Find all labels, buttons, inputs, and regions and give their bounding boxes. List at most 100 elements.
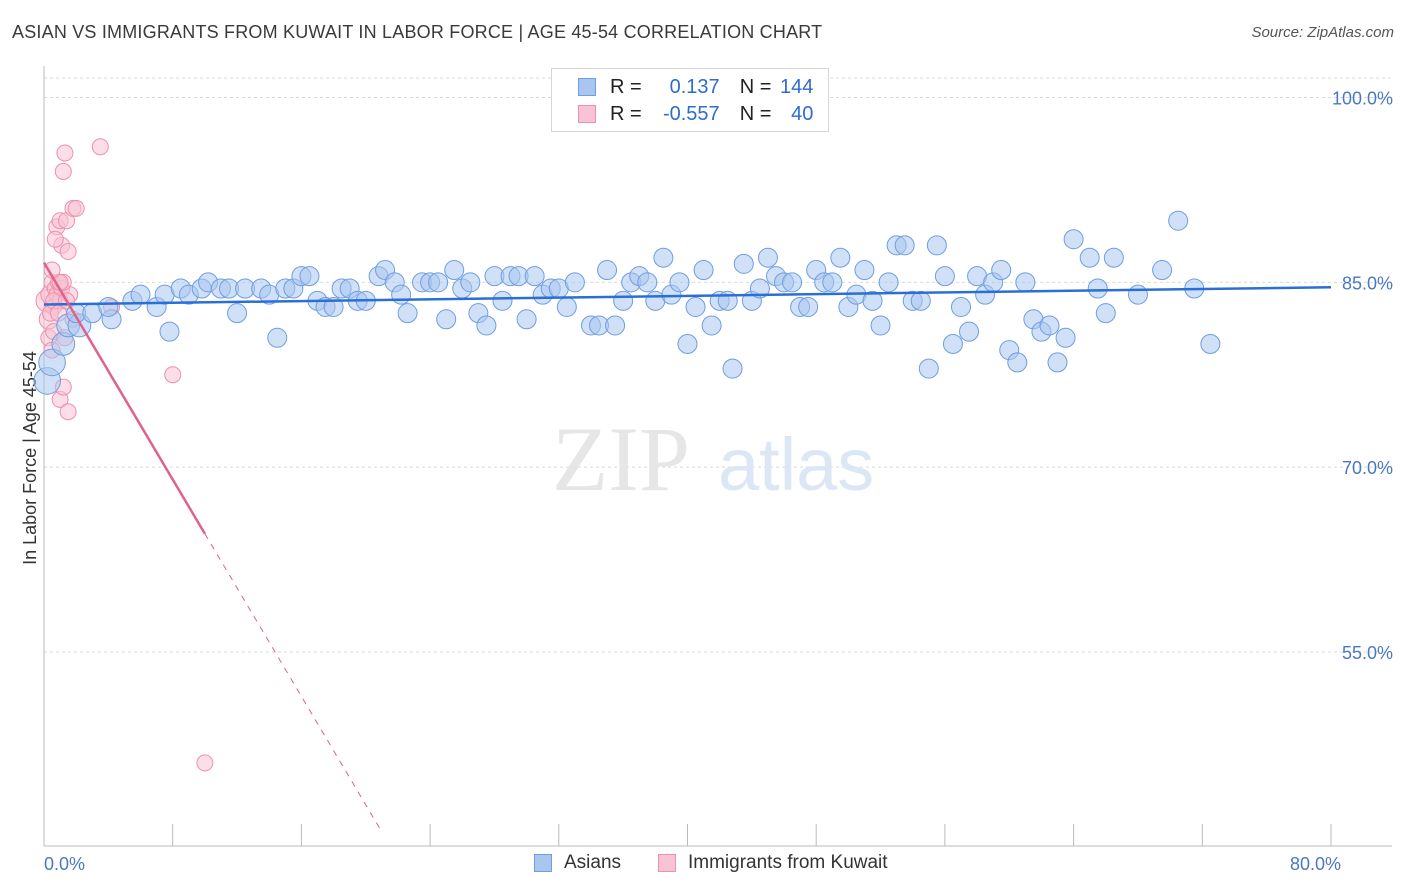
data-point-asian xyxy=(267,327,288,348)
data-point-asian xyxy=(1200,333,1221,354)
data-point-asian xyxy=(1095,303,1116,324)
data-point-asian xyxy=(38,348,66,377)
data-point-asian xyxy=(323,296,344,317)
data-point-asian xyxy=(159,321,180,342)
data-point-asian xyxy=(1039,315,1060,336)
data-point-kuwait xyxy=(196,754,214,772)
data-point-asian xyxy=(1015,272,1036,293)
y-tick-label: 85.0% xyxy=(1342,273,1393,293)
data-point-asian xyxy=(991,260,1012,281)
data-point-asian xyxy=(637,272,658,293)
data-point-asian xyxy=(597,260,618,281)
data-point-asian xyxy=(564,272,585,293)
data-point-kuwait xyxy=(164,366,182,384)
data-point-asian xyxy=(299,266,320,287)
legend: R = 0.137 N = 144 R = -0.557 N = 40 xyxy=(551,68,829,132)
data-point-asian xyxy=(1079,247,1100,268)
bottom-legend-swatch-kuwait xyxy=(658,854,676,872)
data-point-asian xyxy=(798,296,819,317)
trend-line-kuwait xyxy=(42,261,206,535)
legend-n-value: 40 xyxy=(791,102,814,125)
data-point-asian xyxy=(1063,229,1084,250)
legend-swatch-asians xyxy=(578,78,596,96)
data-point-asian xyxy=(1103,247,1124,268)
data-point-asian xyxy=(701,315,722,336)
data-point-asian xyxy=(130,284,151,305)
x-tick-labels: 0.0% 80.0% xyxy=(44,854,1341,874)
legend-n-label: N = xyxy=(739,75,772,98)
watermark-atlas: atlas xyxy=(718,423,874,506)
series-asian-points xyxy=(33,210,1221,395)
bottom-legend-swatch-asians xyxy=(534,854,552,872)
legend-r-value: 0.137 xyxy=(669,75,720,98)
watermark-zip: ZIP xyxy=(552,408,690,510)
bottom-legend-label-kuwait: Immigrants from Kuwait xyxy=(688,852,888,873)
data-point-asian xyxy=(1055,327,1076,348)
data-point-asian xyxy=(722,358,743,379)
data-point-asian xyxy=(677,333,698,354)
data-point-asian xyxy=(950,296,971,317)
legend-r-value: -0.557 xyxy=(662,102,720,125)
data-point-asian xyxy=(669,272,690,293)
series-kuwait-points xyxy=(35,138,214,772)
data-point-asian xyxy=(782,272,803,293)
data-point-kuwait xyxy=(59,403,77,421)
y-tick-label: 55.0% xyxy=(1342,643,1393,663)
data-point-asian xyxy=(227,303,248,324)
data-point-asian xyxy=(1087,278,1108,299)
data-point-asian xyxy=(444,260,465,281)
data-point-asian xyxy=(653,247,674,268)
data-point-kuwait xyxy=(54,162,72,180)
data-point-asian xyxy=(1127,284,1148,305)
trend-line-asians xyxy=(43,286,1332,306)
data-point-asian xyxy=(733,253,754,274)
data-point-asian xyxy=(436,309,457,330)
data-point-asian xyxy=(98,296,119,317)
data-point-asian xyxy=(1168,210,1189,231)
gridlines xyxy=(44,77,1392,653)
data-point-asian xyxy=(862,290,883,311)
y-tick-labels: 100.0% 85.0% 70.0% 55.0% xyxy=(1332,89,1393,664)
data-point-asian xyxy=(830,247,851,268)
data-point-asian xyxy=(749,278,770,299)
x-tick-label: 0.0% xyxy=(44,854,85,874)
watermark: ZIP atlas xyxy=(552,408,874,510)
data-point-asian xyxy=(516,309,537,330)
data-point-asian xyxy=(556,296,577,317)
legend-n-value: 144 xyxy=(780,75,814,98)
legend-r-label: R = xyxy=(610,102,642,125)
y-tick-label: 70.0% xyxy=(1342,458,1393,478)
data-point-asian xyxy=(918,358,939,379)
data-point-asian xyxy=(942,333,963,354)
legend-n-label: N = xyxy=(739,102,772,125)
data-point-asian xyxy=(870,315,891,336)
data-point-asian xyxy=(391,284,412,305)
bottom-legend-label-asians: Asians xyxy=(564,852,622,873)
chart-title: ASIAN VS IMMIGRANTS FROM KUWAIT IN LABOR… xyxy=(12,22,823,42)
data-point-asian xyxy=(693,260,714,281)
legend-swatch-kuwait xyxy=(578,105,596,123)
trend-lines xyxy=(42,261,1332,833)
data-point-kuwait xyxy=(56,144,74,162)
data-point-asian xyxy=(757,247,778,268)
data-point-asian xyxy=(1007,352,1028,373)
data-point-kuwait xyxy=(67,199,85,217)
data-point-asian xyxy=(926,235,947,256)
data-point-asian xyxy=(959,321,980,342)
data-point-asian xyxy=(605,315,626,336)
bottom-legend-asians: Asians xyxy=(534,852,621,874)
data-point-asian xyxy=(428,272,449,293)
trend-line-kuwait-extension xyxy=(204,533,383,833)
legend-row-kuwait: R = -0.557 N = 40 xyxy=(552,102,813,126)
source-label: Source: ZipAtlas.com xyxy=(1251,24,1394,41)
data-point-kuwait xyxy=(91,138,109,156)
data-point-asian xyxy=(397,303,418,324)
data-point-asian xyxy=(492,290,513,311)
data-point-asian xyxy=(460,272,481,293)
data-point-asian xyxy=(613,290,634,311)
data-point-kuwait xyxy=(46,230,64,248)
data-point-asian xyxy=(524,266,545,287)
data-point-asian xyxy=(685,296,706,317)
data-point-asian xyxy=(894,235,915,256)
